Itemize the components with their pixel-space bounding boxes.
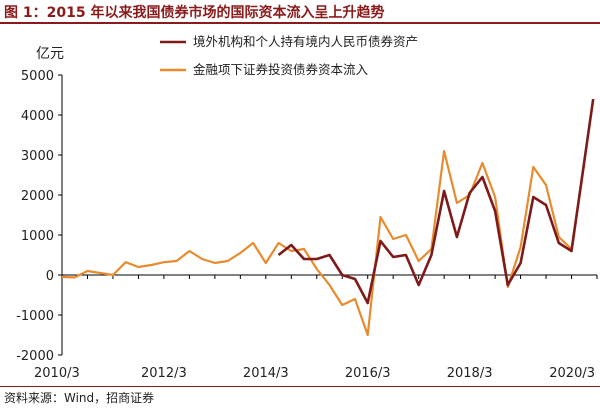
series-layer [61, 98, 595, 337]
y-tick-label: 4000 [21, 109, 54, 124]
x-tick-label: 2012/3 [141, 366, 187, 381]
series-line-portfolio-bond-inflow [61, 149, 586, 337]
source-note: 资料来源：Wind，招商证券 [4, 391, 155, 405]
title-bar: 图 1：2015 年以来我国债券市场的国际资本流入呈上升趋势 [0, 0, 600, 24]
y-tick-label: 1000 [21, 229, 54, 244]
x-tick-label: 2010/3 [34, 366, 80, 381]
y-tick-label: -1000 [16, 309, 54, 324]
series-line-domestic-bond-holdings [277, 98, 595, 305]
x-tick-label: 2014/3 [243, 366, 289, 381]
y-tick-label: -2000 [16, 349, 54, 364]
chart-title: 图 1：2015 年以来我国债券市场的国际资本流入呈上升趋势 [4, 5, 385, 21]
x-tick-label: 2018/3 [447, 366, 493, 381]
x-tick-label: 2016/3 [345, 366, 391, 381]
x-axis: 2010/3 2012/3 2014/3 2016/3 2018/3 2020/3 [34, 274, 598, 381]
y-tick-label: 0 [46, 269, 54, 284]
footer-divider [0, 386, 600, 387]
legend-label: 金融项下证券投资债券资本流入 [193, 62, 369, 77]
y-tick-label: 5000 [21, 69, 54, 84]
x-tick-label: 2020/3 [549, 366, 595, 381]
y-axis-unit: 亿元 [36, 46, 64, 62]
y-axis: 5000 4000 3000 2000 1000 0 -1000 -2000 [16, 69, 63, 364]
y-tick-label: 3000 [21, 149, 54, 164]
y-tick-label: 2000 [21, 189, 54, 204]
legend-label: 境外机构和个人持有境内人民币债券资产 [193, 34, 418, 49]
